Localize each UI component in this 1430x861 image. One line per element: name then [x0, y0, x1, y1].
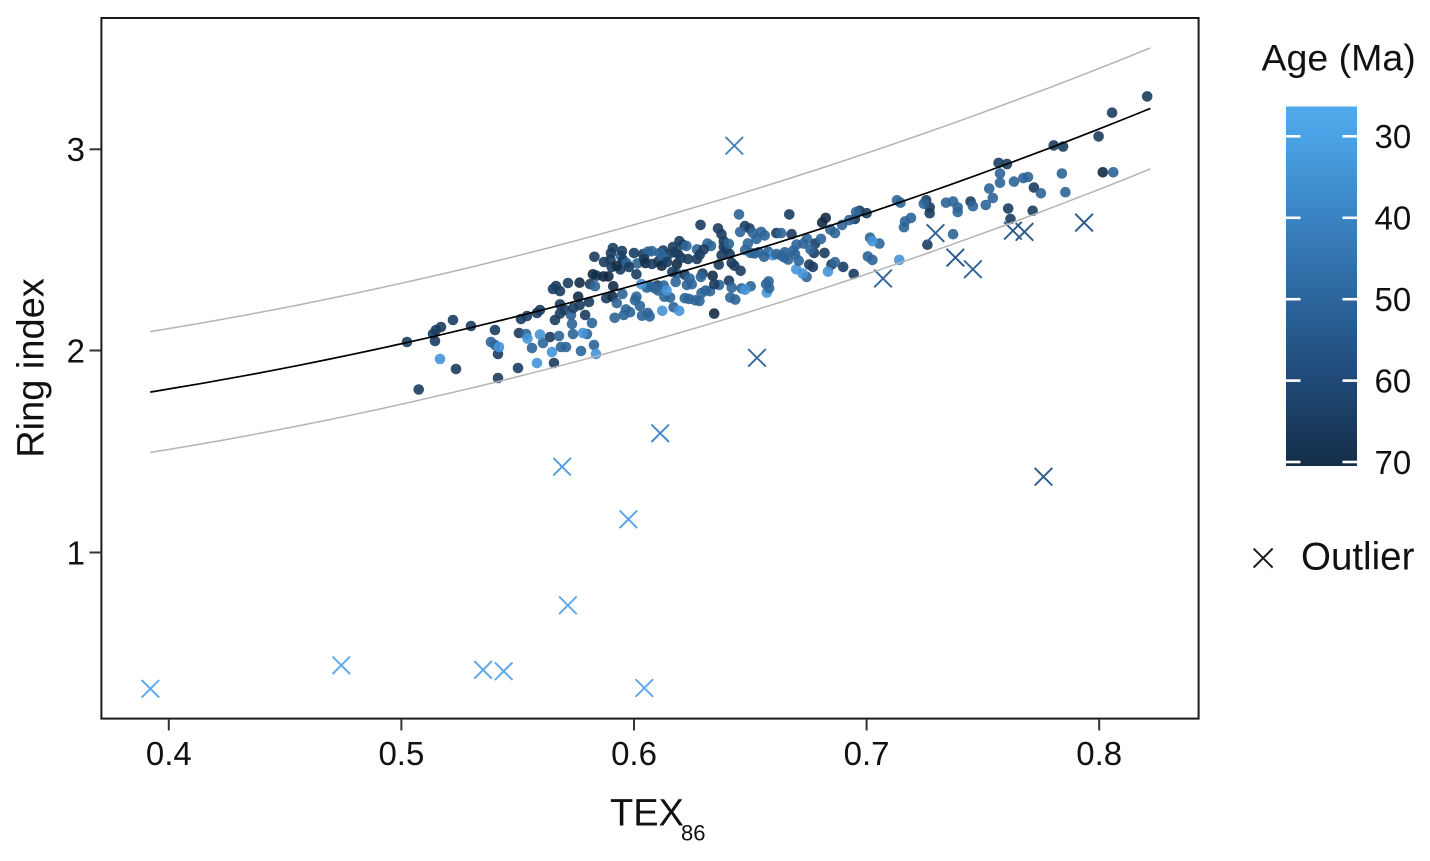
svg-text:Outlier: Outlier	[1301, 536, 1415, 579]
svg-text:0.8: 0.8	[1076, 735, 1122, 772]
svg-text:50: 50	[1375, 281, 1412, 318]
svg-text:3: 3	[67, 131, 85, 168]
svg-text:1: 1	[67, 534, 85, 571]
svg-text:Age (Ma): Age (Ma)	[1262, 37, 1416, 79]
svg-text:0.6: 0.6	[611, 735, 657, 772]
svg-text:30: 30	[1375, 118, 1412, 155]
svg-text:2: 2	[67, 332, 85, 369]
svg-text:0.4: 0.4	[146, 735, 192, 772]
svg-text:TEX: TEX	[610, 793, 684, 835]
svg-text:40: 40	[1375, 200, 1412, 237]
svg-text:70: 70	[1375, 444, 1412, 481]
svg-text:60: 60	[1375, 363, 1412, 400]
svg-text:0.5: 0.5	[378, 735, 424, 772]
svg-text:Ring index: Ring index	[11, 278, 53, 458]
svg-text:0.7: 0.7	[844, 735, 890, 772]
svg-text:86: 86	[681, 821, 705, 846]
